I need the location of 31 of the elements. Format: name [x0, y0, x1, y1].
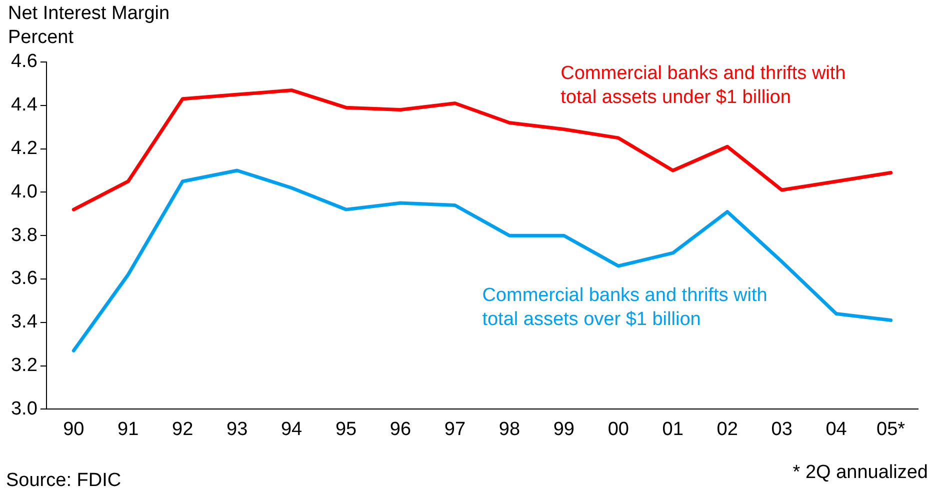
series-label: Commercial banks and thrifts with total assets under $1 billion	[560, 62, 847, 110]
x-tick-label: 00	[608, 418, 629, 440]
x-tick-label: 95	[335, 418, 357, 440]
y-tick-label: 3.8	[10, 224, 38, 246]
x-tick-label: 03	[771, 418, 792, 440]
y-tick-label: 4.4	[10, 94, 38, 116]
x-tick-label: 94	[280, 418, 303, 440]
x-tick-label: 99	[553, 418, 574, 440]
y-tick-label: 4.0	[10, 181, 38, 202]
x-tick-label: 93	[226, 418, 248, 440]
y-tick-label: 3.2	[10, 355, 38, 376]
x-tick-label: 01	[662, 418, 684, 440]
y-tick-label: 4.2	[10, 138, 38, 160]
x-tick-label: 90	[63, 418, 84, 440]
x-tick-label: 91	[118, 418, 139, 440]
text: * 2Q annualized	[792, 462, 928, 484]
chart-title: Net Interest Margin	[8, 3, 170, 25]
x-tick-label: 02	[716, 418, 738, 440]
y-tick-label: 3.4	[10, 312, 38, 333]
x-tick-label: 98	[498, 418, 520, 440]
y-tick-label: 4.6	[10, 51, 38, 72]
x-tick-label: 92	[172, 418, 194, 440]
series-label: Commercial banks and thrifts with total assets over $1 billion	[482, 284, 768, 332]
y-axis-title: Percent	[8, 27, 74, 49]
y-tick-label: 3.0	[10, 398, 38, 420]
x-tick-label: 96	[390, 418, 412, 440]
x-tick-label: 97	[444, 418, 466, 440]
source-note: Source: FDIC	[6, 470, 122, 492]
y-tick-label: 3.6	[10, 268, 38, 290]
x-tick-label: 04	[826, 418, 848, 440]
x-tick-label: 05*	[876, 418, 906, 440]
